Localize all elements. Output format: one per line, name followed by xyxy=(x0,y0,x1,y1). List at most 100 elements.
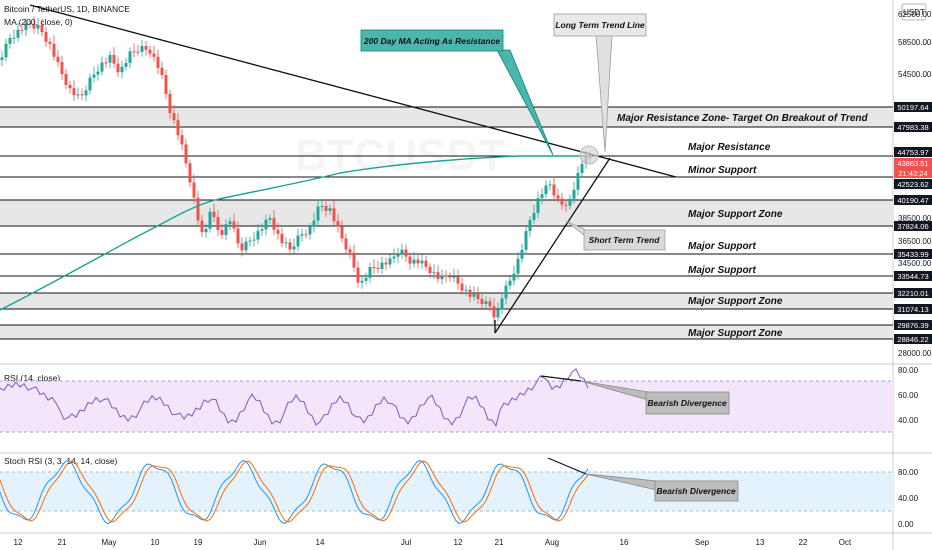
candle-body xyxy=(124,63,128,67)
price-tick-label: 62500.00 xyxy=(898,10,932,19)
candle-body xyxy=(384,262,388,265)
price-highlight-marker xyxy=(579,145,599,165)
currency-badge: USDT xyxy=(901,3,927,21)
ma-legend: MA (200, close, 0) xyxy=(4,17,73,27)
candle-body xyxy=(132,51,136,53)
candle-body xyxy=(472,294,476,297)
price-label-bg xyxy=(894,271,932,281)
candle-body xyxy=(508,280,512,286)
candle-body xyxy=(52,43,56,57)
candle-body xyxy=(56,56,60,62)
candle-body xyxy=(156,56,160,68)
candle-body xyxy=(148,49,152,54)
candle-body xyxy=(412,259,416,264)
candle-body xyxy=(264,219,268,230)
rsi-legend: RSI (14, close) xyxy=(4,373,60,383)
candle-body xyxy=(528,220,532,231)
price-tick-label: 36500.00 xyxy=(898,237,932,246)
candle-body xyxy=(300,234,304,236)
time-axis[interactable]: 12 21 May 10 19 Jun 14 Jul 12 21 Aug 16 Sep 13 22 Oct xyxy=(14,538,852,547)
annotation-major-support-2: Major Support xyxy=(688,265,756,276)
candle-body xyxy=(336,221,340,227)
candle-body xyxy=(512,273,516,281)
candle-body xyxy=(572,189,576,199)
stoch-tick-label: 0.00 xyxy=(898,520,914,529)
price-label-bg xyxy=(894,158,932,168)
time-tick-label: 21 xyxy=(58,538,67,547)
candle-body xyxy=(160,67,164,75)
candle-body xyxy=(496,309,500,318)
candle-body xyxy=(100,62,104,72)
candle-body xyxy=(48,41,52,44)
candle-body xyxy=(276,229,280,234)
price-label-bg xyxy=(894,168,932,178)
rsi-tick-label: 40.00 xyxy=(898,416,919,425)
candle-body xyxy=(576,173,580,190)
candle-body xyxy=(92,74,96,78)
candle-body xyxy=(344,238,348,250)
candle-body xyxy=(372,267,376,268)
time-tick-label: Sep xyxy=(695,538,710,547)
candle-body xyxy=(548,184,552,186)
candle-body xyxy=(244,241,248,251)
price-label-bg xyxy=(894,102,932,112)
annotation-minor-support: Minor Support xyxy=(688,165,757,176)
price-label-bg xyxy=(894,288,932,298)
candle-body xyxy=(452,276,456,278)
candle-body xyxy=(44,32,48,42)
candle-body xyxy=(376,268,380,269)
candle-body xyxy=(444,275,448,277)
candle-body xyxy=(16,29,20,38)
price-label-bg xyxy=(894,249,932,259)
candle-body xyxy=(308,226,312,235)
candle-body xyxy=(204,228,208,233)
candle-body xyxy=(500,298,504,310)
candle-body xyxy=(208,211,212,229)
candle-body xyxy=(76,94,80,96)
candle-body xyxy=(88,77,92,91)
stoch-legend: Stoch RSI (3, 3, 14, 14, close) xyxy=(4,456,118,466)
time-tick-label: 12 xyxy=(14,538,23,547)
candle-body xyxy=(400,249,404,255)
candle-body xyxy=(28,23,32,25)
candle-body xyxy=(540,194,544,199)
price-axis[interactable]: 62500.00 58500.00 54500.00 38500.00 36500.00… xyxy=(898,10,932,358)
candle-body xyxy=(36,25,40,29)
candle-body xyxy=(196,197,200,221)
legend: Bitcoin / TetherUS, 1D, BINANCE MA (200,… xyxy=(4,4,130,466)
candle-body xyxy=(236,228,240,244)
candle-body xyxy=(532,213,536,220)
candle-body xyxy=(224,224,228,235)
candle-body xyxy=(396,254,400,257)
candle-body xyxy=(192,182,196,198)
candle-body xyxy=(424,260,428,267)
candle-body xyxy=(180,135,184,145)
candle-body xyxy=(260,229,264,231)
candle-body xyxy=(484,301,488,304)
candle-body xyxy=(324,206,328,211)
price-label: 42523.62 xyxy=(897,180,928,189)
zone-major-support-1 xyxy=(0,200,893,226)
candle-body xyxy=(460,283,464,291)
candles xyxy=(0,16,592,324)
rsi-tick-label: 60.00 xyxy=(898,391,919,400)
zone-major-support-2 xyxy=(0,293,893,309)
candle-body xyxy=(268,218,272,220)
stoch-k-line xyxy=(0,459,589,525)
candle-body xyxy=(476,294,480,299)
candle-body xyxy=(32,24,36,29)
price-label: 33544.73 xyxy=(897,272,928,281)
candle-body xyxy=(448,276,452,278)
price-tick-label: 28000.00 xyxy=(898,349,932,358)
candle-body xyxy=(488,301,492,307)
candle-body xyxy=(520,249,524,259)
candle-body xyxy=(168,94,172,113)
candle-body xyxy=(364,277,368,281)
price-label: 31074.13 xyxy=(897,305,928,314)
candle-body xyxy=(328,208,332,211)
candle-body xyxy=(60,62,64,74)
annotation-major-resistance-zone: Major Resistance Zone- Target On Breakou… xyxy=(617,113,868,124)
candle-body xyxy=(220,230,224,235)
price-label-bg xyxy=(894,320,932,330)
price-label: 44753.97 xyxy=(897,148,928,157)
